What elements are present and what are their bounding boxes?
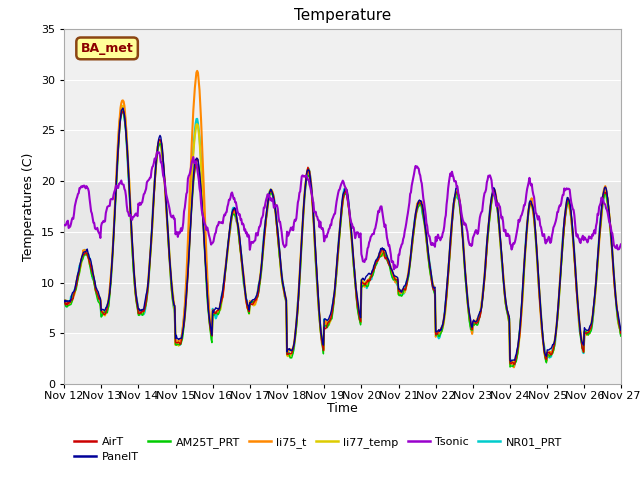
Tsonic <box>428 242 436 248</box>
AM25T_PRT <box>185 261 193 266</box>
li75_t <box>193 68 201 74</box>
Title: Temperature: Temperature <box>294 9 391 24</box>
PanelT <box>214 306 222 312</box>
li77_temp <box>428 273 435 278</box>
AirT <box>70 290 78 296</box>
PanelT <box>60 297 68 303</box>
li77_temp <box>506 362 514 368</box>
AM25T_PRT <box>70 290 78 296</box>
AirT <box>428 273 435 278</box>
Text: BA_met: BA_met <box>81 42 134 55</box>
PanelT <box>70 288 78 294</box>
Tsonic <box>412 163 419 169</box>
AirT <box>128 241 136 247</box>
AirT <box>185 259 193 264</box>
Tsonic <box>60 222 68 228</box>
NR01_PRT <box>428 272 435 277</box>
AM25T_PRT <box>411 220 419 226</box>
PanelT <box>185 255 193 261</box>
Line: AirT: AirT <box>64 111 621 364</box>
Tsonic <box>617 241 625 247</box>
PanelT <box>411 216 419 221</box>
NR01_PRT <box>118 108 126 114</box>
PanelT <box>128 238 136 244</box>
li75_t <box>617 330 625 336</box>
li75_t <box>411 220 419 226</box>
AM25T_PRT <box>214 312 222 318</box>
Bar <box>64 181 621 333</box>
NR01_PRT <box>60 300 68 305</box>
AM25T_PRT <box>119 108 127 114</box>
Line: NR01_PRT: NR01_PRT <box>64 111 621 367</box>
PanelT <box>617 327 625 333</box>
AM25T_PRT <box>506 364 514 370</box>
NR01_PRT <box>617 332 625 337</box>
AM25T_PRT <box>428 276 435 281</box>
Tsonic <box>70 210 78 216</box>
Line: Tsonic: Tsonic <box>64 152 621 269</box>
Tsonic <box>390 266 397 272</box>
PanelT <box>119 105 127 111</box>
li75_t <box>60 300 68 305</box>
li77_temp <box>60 300 68 306</box>
li75_t <box>510 364 518 370</box>
Legend: AirT, PanelT, AM25T_PRT, li75_t, li77_temp, Tsonic, NR01_PRT: AirT, PanelT, AM25T_PRT, li75_t, li77_te… <box>70 432 566 467</box>
AM25T_PRT <box>617 333 625 339</box>
AirT <box>60 299 68 305</box>
Tsonic <box>185 173 193 179</box>
X-axis label: Time: Time <box>327 402 358 415</box>
AirT <box>510 361 518 367</box>
li77_temp <box>411 218 419 224</box>
li75_t <box>214 311 222 317</box>
AM25T_PRT <box>60 300 68 306</box>
Tsonic <box>127 216 135 221</box>
Line: PanelT: PanelT <box>64 108 621 361</box>
Line: AM25T_PRT: AM25T_PRT <box>64 111 621 367</box>
NR01_PRT <box>214 307 222 313</box>
Line: li77_temp: li77_temp <box>64 106 621 365</box>
li77_temp <box>617 330 625 336</box>
li77_temp <box>185 241 193 247</box>
Y-axis label: Temperatures (C): Temperatures (C) <box>22 152 35 261</box>
NR01_PRT <box>185 240 193 246</box>
Tsonic <box>214 222 222 228</box>
li75_t <box>184 238 192 243</box>
li75_t <box>70 291 78 297</box>
li75_t <box>428 275 435 280</box>
AirT <box>411 218 419 224</box>
AirT <box>119 108 127 114</box>
NR01_PRT <box>411 216 419 222</box>
NR01_PRT <box>510 364 518 370</box>
NR01_PRT <box>70 289 78 295</box>
li77_temp <box>70 292 78 298</box>
PanelT <box>428 270 435 276</box>
li77_temp <box>128 242 136 248</box>
PanelT <box>507 359 515 364</box>
AM25T_PRT <box>128 248 136 254</box>
AirT <box>617 330 625 336</box>
Tsonic <box>154 149 161 155</box>
li77_temp <box>214 307 222 312</box>
li75_t <box>127 225 135 231</box>
li77_temp <box>119 103 127 108</box>
NR01_PRT <box>128 243 136 249</box>
Line: li75_t: li75_t <box>64 71 621 367</box>
AirT <box>214 308 222 313</box>
